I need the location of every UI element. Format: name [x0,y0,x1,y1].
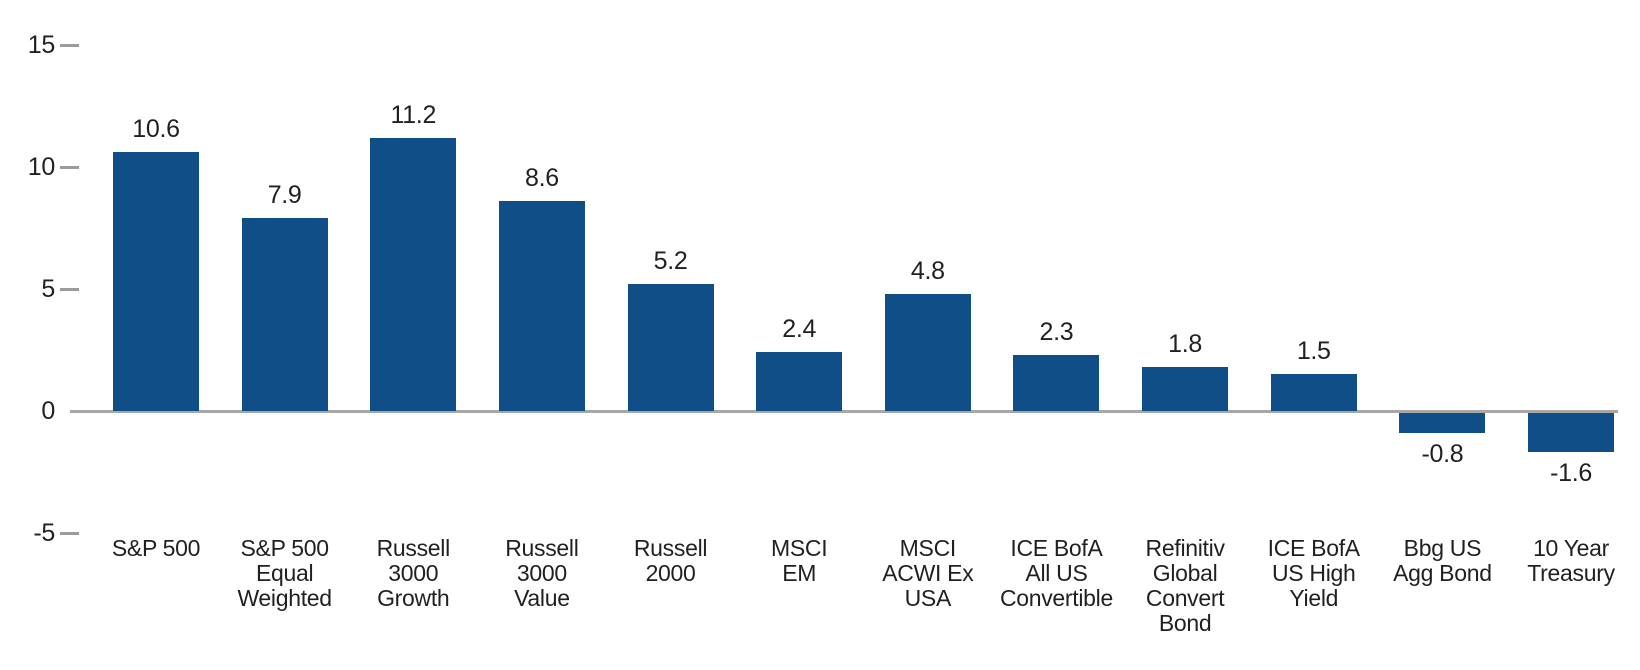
bar-value-label: 11.2 [390,100,437,129]
y-axis-tick-dash [60,288,79,291]
x-axis-category-label: 10 Year Treasury [1527,535,1615,586]
bar-value-label: -1.6 [1550,459,1592,488]
bar-value-label: 5.2 [653,247,688,276]
bar-value-label: 1.8 [1168,330,1203,359]
y-axis-tick-label: 0 [41,397,55,425]
x-axis-category-label: Russell 3000 Value [505,535,579,611]
bar-value-label: 10.6 [132,115,180,144]
zero-axis-line [70,410,1618,413]
bar [113,152,199,411]
y-axis-tick-label: 5 [41,275,55,303]
y-axis-tick-label: -5 [33,519,55,547]
x-axis-category-label: MSCI EM [771,535,828,586]
bar [241,218,328,411]
x-axis-category-label: MSCI ACWI Ex USA [882,535,974,611]
x-axis-category-label: S&P 500 Equal Weighted [237,535,332,611]
x-axis-category-label: S&P 500 [111,535,201,561]
bar-value-label: 1.5 [1296,337,1331,366]
y-axis-tick-dash [60,44,79,47]
bar [1142,367,1229,411]
x-axis-category-label: Bbg US Agg Bond [1393,535,1492,586]
bar-value-label: -0.8 [1421,439,1464,468]
bar [1270,374,1357,411]
bar-value-label: 4.8 [910,256,945,285]
x-axis-category-label: Russell 3000 Growth [376,535,451,611]
bar [1399,413,1486,433]
bar-value-label: 7.9 [267,181,302,210]
y-axis-tick-label: 15 [27,31,56,59]
bar-value-label: 2.4 [782,315,817,344]
bar [1013,354,1100,411]
x-axis-category-label: ICE BofA All US Convertible [999,535,1113,611]
bar [370,137,457,411]
bar [756,352,843,411]
bar-value-label: 2.3 [1039,317,1074,346]
x-axis-category-label: Russell 2000 [633,535,708,586]
x-axis-category-label: ICE BofA US High Yield [1267,535,1361,611]
bar-value-label: 8.6 [524,164,559,193]
y-axis-tick-dash [60,166,79,169]
y-axis-tick-dash [60,532,79,535]
bar [498,201,585,411]
bar [627,284,714,411]
bar [884,293,971,411]
bar [1528,413,1615,453]
x-axis-category-label: Refinitiv Global Convert Bond [1145,535,1225,636]
y-axis-tick-label: 10 [27,153,56,181]
